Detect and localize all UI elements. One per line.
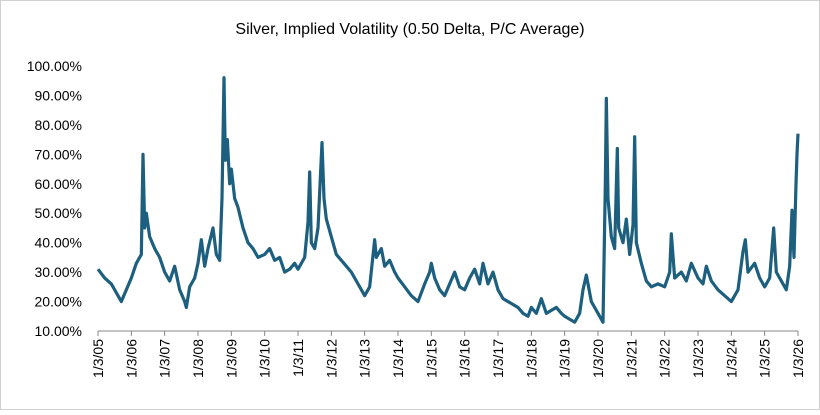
x-tick-label: 1/3/23 <box>690 339 706 378</box>
x-tick-label: 1/3/06 <box>123 339 139 378</box>
x-tick-label: 1/3/10 <box>257 339 273 378</box>
x-tick-label: 1/3/26 <box>790 339 806 378</box>
x-tick-label: 1/3/16 <box>457 339 473 378</box>
x-tick-label: 1/3/17 <box>490 339 506 378</box>
x-tick-label: 1/3/12 <box>323 339 339 378</box>
y-tick-label: 90.00% <box>35 87 82 103</box>
x-tick-label: 1/3/07 <box>157 339 173 378</box>
chart-title: Silver, Implied Volatility (0.50 Delta, … <box>235 21 584 38</box>
x-tick-label: 1/3/19 <box>557 339 573 378</box>
y-tick-label: 50.00% <box>35 205 82 221</box>
y-tick-label: 10.00% <box>35 323 82 339</box>
y-tick-label: 60.00% <box>35 176 82 192</box>
x-tick-label: 1/3/05 <box>90 339 106 378</box>
y-tick-label: 40.00% <box>35 235 82 251</box>
series-line <box>96 76 800 324</box>
x-tick-label: 1/3/18 <box>523 339 539 378</box>
y-tick-label: 70.00% <box>35 146 82 162</box>
y-tick-label: 100.00% <box>27 58 82 74</box>
y-tick-label: 20.00% <box>35 294 82 310</box>
y-tick-label: 30.00% <box>35 264 82 280</box>
x-tick-label: 1/3/20 <box>590 339 606 378</box>
x-tick-label: 1/3/21 <box>623 339 639 378</box>
x-tick-label: 1/3/15 <box>423 339 439 378</box>
x-tick-label: 1/3/13 <box>357 339 373 378</box>
y-tick-label: 80.00% <box>35 117 82 133</box>
x-tick-label: 1/3/08 <box>190 339 206 378</box>
x-tick-label: 1/3/09 <box>223 339 239 378</box>
x-tick-label: 1/3/11 <box>290 339 306 377</box>
x-tick-label: 1/3/22 <box>657 339 673 378</box>
x-tick-label: 1/3/25 <box>757 339 773 378</box>
x-tick-label: 1/3/24 <box>723 339 739 378</box>
x-tick-label: 1/3/14 <box>390 339 406 378</box>
